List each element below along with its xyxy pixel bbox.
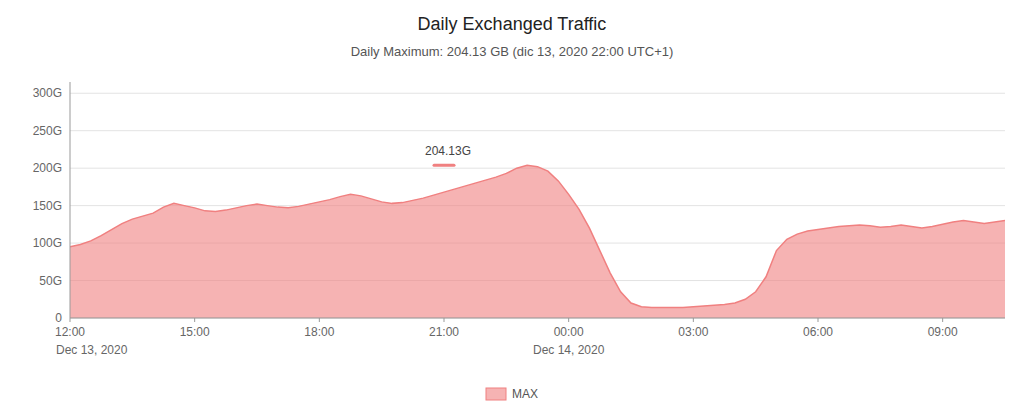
x-tick bbox=[942, 318, 943, 322]
x-tick-label: 15:00 bbox=[180, 325, 210, 339]
y-tick-label: 300G bbox=[33, 86, 62, 100]
subtitle: Daily Maximum: 204.13 GB (dic 13, 2020 2… bbox=[351, 44, 674, 59]
y-tick-label: 250G bbox=[33, 124, 62, 138]
legend-label: MAX bbox=[512, 387, 538, 401]
area bbox=[70, 165, 1005, 318]
annotation: 204.13G bbox=[425, 144, 471, 158]
chart: Daily Exchanged Traffic Daily Maximum: 20… bbox=[0, 0, 1024, 419]
x-tick bbox=[568, 318, 569, 322]
x-tick bbox=[693, 318, 694, 322]
y-tick-label: 50G bbox=[39, 274, 62, 288]
y-tick-label: 0 bbox=[55, 311, 62, 325]
x-tick-label: 18:00 bbox=[304, 325, 334, 339]
x-tick-label: 06:00 bbox=[803, 325, 833, 339]
x-tick bbox=[319, 318, 320, 322]
x-tick bbox=[444, 318, 445, 322]
area-line bbox=[70, 165, 1005, 307]
title: Daily Exchanged Traffic bbox=[418, 14, 607, 34]
plot-data bbox=[70, 165, 1005, 318]
legend: MAX bbox=[486, 387, 538, 401]
grid-line bbox=[70, 93, 1005, 94]
x-tick-label: 09:00 bbox=[928, 325, 958, 339]
x-tick bbox=[818, 318, 819, 322]
y-tick-label: 150G bbox=[33, 199, 62, 213]
grid-line bbox=[70, 130, 1005, 131]
x-tick bbox=[194, 318, 195, 322]
y-tick-label: 200G bbox=[33, 161, 62, 175]
legend-swatch bbox=[486, 388, 506, 400]
x-tick-label: 03:00 bbox=[678, 325, 708, 339]
x-tick-label: 12:00 bbox=[55, 325, 85, 339]
x-axis-line bbox=[70, 318, 1005, 319]
y-axis-line bbox=[70, 82, 71, 318]
grid bbox=[70, 93, 1005, 318]
x-tick bbox=[70, 318, 71, 322]
peak-marker bbox=[434, 164, 454, 167]
x-tick-label: 21:00 bbox=[429, 325, 459, 339]
date-label: Dec 13, 2020 bbox=[56, 343, 128, 357]
grid-line bbox=[70, 318, 1005, 319]
x-tick-label: 00:00 bbox=[554, 325, 584, 339]
y-tick-label: 100G bbox=[33, 236, 62, 250]
date-label: Dec 14, 2020 bbox=[533, 343, 605, 357]
